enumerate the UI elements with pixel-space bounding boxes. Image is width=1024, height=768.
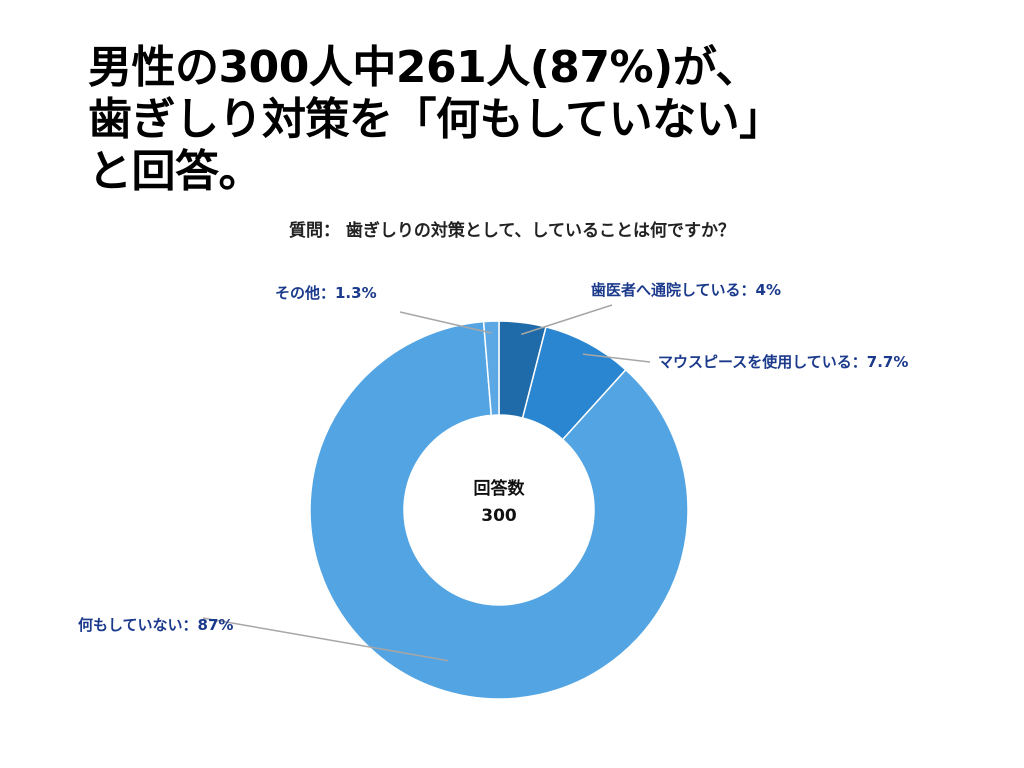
center-label: 回答数 xyxy=(474,478,526,499)
leader-line-hospital xyxy=(520,304,613,336)
slice-label-hospital: 歯医者へ通院している：4% xyxy=(591,281,781,299)
headline-line-1: 男性の300人中261人(87%)が、 xyxy=(88,42,759,93)
chart-title: 質問： 歯ぎしりの対策として、していることは何ですか？ xyxy=(288,221,736,241)
headline-line-2: 歯ぎしり対策を「何もしていない」 xyxy=(88,94,783,145)
leader-line-nothing xyxy=(202,617,449,662)
slice-nothing xyxy=(309,320,689,700)
leader-lines xyxy=(202,304,651,662)
headline: 男性の300人中261人(87%)が、 歯ぎしり対策を「何もしていない」 と回答… xyxy=(88,42,783,198)
slice-label-nothing: 何もしていない：87% xyxy=(78,616,233,634)
leader-line-mouthpiece xyxy=(582,353,651,363)
slice-label-mouthpiece: マウスピースを使用している：7.7% xyxy=(658,353,908,371)
center-value: 300 xyxy=(481,506,517,526)
donut-slices xyxy=(309,320,689,700)
slice-label-other: その他：1.3% xyxy=(275,284,377,302)
slice-labels: 歯医者へ通院している：4% マウスピースを使用している：7.7% 何もしていない：8… xyxy=(78,281,908,634)
leader-line-other xyxy=(399,311,492,334)
headline-line-3: と回答。 xyxy=(88,146,262,197)
slice-other xyxy=(482,320,500,417)
